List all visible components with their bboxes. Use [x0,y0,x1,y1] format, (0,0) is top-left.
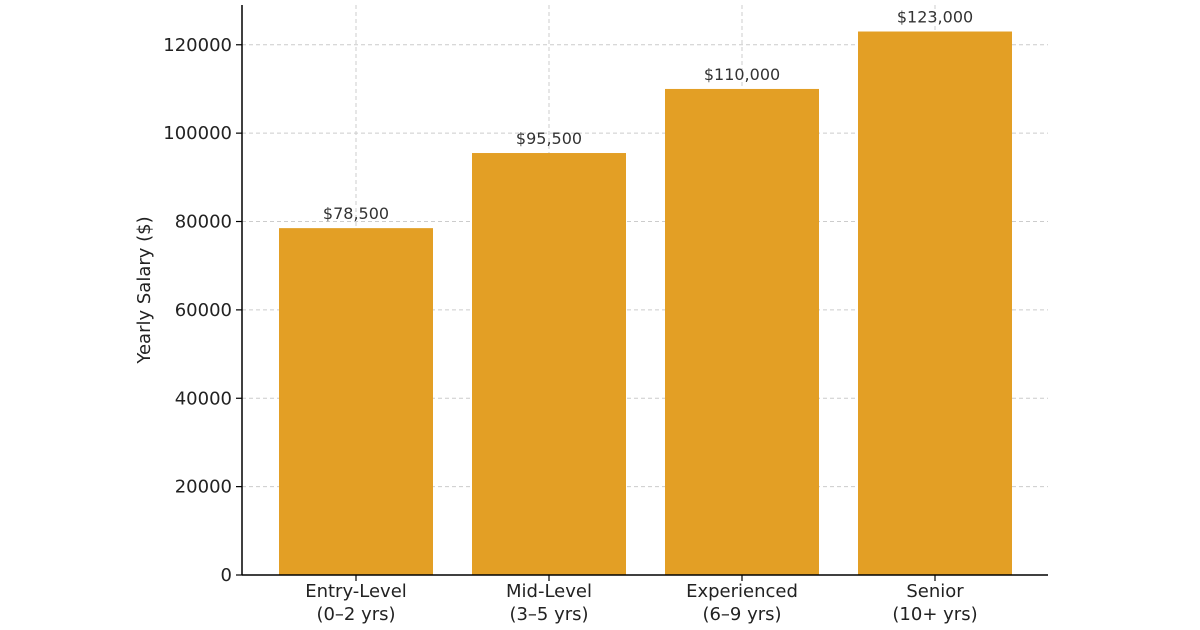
x-tick-label: (0–2 yrs) [316,604,395,625]
bar-data-label: $110,000 [704,65,780,84]
x-tick-label: (6–9 yrs) [702,604,781,625]
axis-layer [236,5,1048,581]
bar-data-label: $123,000 [897,8,973,27]
x-tick-label: (3–5 yrs) [509,604,588,625]
bar [858,31,1012,576]
bar-data-label: $95,500 [516,129,582,148]
label-layer: 0 20000 40000 60000 80000 100000 120000 $78,500… [163,8,977,625]
bar [472,153,626,575]
y-tick-label: 120000 [163,35,232,56]
bar-layer [279,31,1012,576]
x-tick-label: (10+ yrs) [892,604,977,625]
bar-data-label: $78,500 [323,204,389,223]
y-tick-label: 60000 [175,300,232,321]
bar [665,88,819,575]
y-tick-label: 20000 [175,477,232,498]
y-axis-title: Yearly Salary ($) [134,216,155,364]
y-tick-label: 100000 [163,123,232,144]
x-tick-label: Experienced [686,581,798,602]
y-tick-label: 80000 [175,212,232,233]
x-tick-label: Mid-Level [506,581,592,602]
y-tick-label: 40000 [175,388,232,409]
x-tick-label: Senior [906,581,964,602]
y-tick-label: 0 [221,565,232,586]
bar [279,228,433,576]
x-tick-label: Entry-Level [305,581,407,602]
